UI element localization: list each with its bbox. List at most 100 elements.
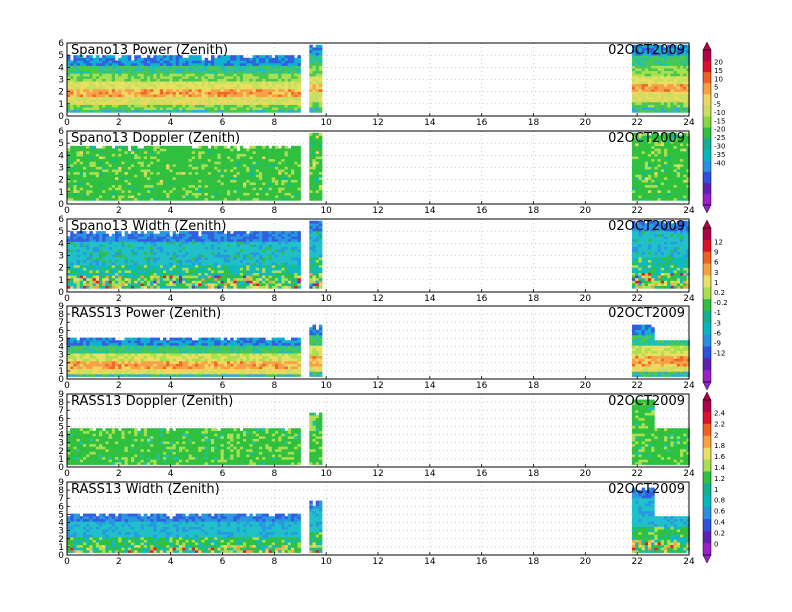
- heatmap-cell: [73, 177, 77, 180]
- heatmap-cell: [664, 68, 668, 72]
- heatmap-cell: [651, 184, 655, 188]
- x-tick-label: 22: [631, 206, 642, 216]
- heatmap-cell: [220, 86, 225, 90]
- heatmap-cell: [147, 76, 151, 79]
- heatmap-cell: [278, 156, 282, 160]
- heatmap-cell: [102, 83, 106, 87]
- heatmap-cell: [191, 182, 196, 186]
- heatmap-cell: [243, 104, 247, 108]
- heatmap-cell: [297, 83, 301, 87]
- heatmap-cell: [651, 55, 655, 59]
- heatmap-cell: [632, 169, 636, 173]
- heatmap-cell: [680, 138, 684, 141]
- heatmap-cell: [680, 182, 684, 186]
- heatmap-cell: [309, 55, 313, 59]
- heatmap-cell: [644, 81, 649, 85]
- heatmap-cell: [134, 270, 138, 273]
- heatmap-cell: [105, 76, 109, 79]
- heatmap-cell: [92, 283, 97, 286]
- heatmap-cell: [680, 60, 684, 64]
- heatmap-cell: [198, 60, 202, 64]
- heatmap-cell: [175, 179, 180, 183]
- heatmap-cell: [217, 182, 221, 186]
- heatmap-cell: [651, 192, 655, 196]
- heatmap-cell: [111, 187, 116, 191]
- heatmap-cell: [217, 179, 221, 183]
- heatmap-cell: [92, 161, 97, 165]
- heatmap-cell: [124, 63, 129, 66]
- heatmap-cell: [239, 177, 244, 180]
- heatmap-cell: [259, 81, 263, 85]
- heatmap-cell: [99, 99, 103, 103]
- heatmap-cell: [76, 94, 81, 98]
- heatmap-cell: [76, 257, 81, 260]
- heatmap-cell: [262, 145, 266, 149]
- heatmap-cell: [92, 246, 97, 250]
- heatmap-cell: [246, 86, 250, 90]
- heatmap-cell: [660, 73, 665, 77]
- heatmap-cell: [673, 68, 678, 72]
- heatmap-cell: [638, 99, 642, 103]
- heatmap-cell: [172, 184, 177, 188]
- heatmap-cell: [73, 259, 77, 263]
- heatmap-cell: [86, 238, 90, 242]
- heatmap-cell: [315, 192, 320, 196]
- heatmap-cell: [76, 78, 81, 82]
- heatmap-cell: [660, 78, 665, 82]
- heatmap-cell: [95, 264, 100, 268]
- heatmap-cell: [309, 187, 313, 191]
- heatmap-cell: [76, 267, 81, 271]
- heatmap-cell: [660, 76, 665, 79]
- heatmap-cell: [657, 140, 662, 144]
- heatmap-cell: [638, 57, 642, 61]
- heatmap-cell: [207, 99, 212, 103]
- heatmap-cell: [147, 238, 151, 242]
- heatmap-cell: [214, 83, 218, 87]
- heatmap-cell: [191, 68, 196, 72]
- heatmap-cell: [134, 280, 138, 284]
- heatmap-cell: [220, 153, 225, 157]
- heatmap-cell: [95, 174, 100, 178]
- heatmap-cell: [670, 52, 674, 56]
- heatmap-cell: [137, 179, 141, 183]
- heatmap-cell: [172, 190, 177, 193]
- heatmap-cell: [115, 177, 119, 180]
- heatmap-cell: [191, 99, 196, 103]
- heatmap-cell: [309, 68, 313, 72]
- heatmap-cell: [635, 63, 639, 66]
- heatmap-cell: [664, 197, 668, 201]
- heatmap-cell: [312, 65, 316, 69]
- heatmap-cell: [271, 107, 276, 111]
- heatmap-cell: [686, 107, 690, 111]
- heatmap-cell: [67, 254, 71, 258]
- heatmap-cell: [294, 148, 298, 152]
- heatmap-cell: [124, 104, 129, 108]
- heatmap-cell: [108, 254, 113, 258]
- heatmap-cell: [111, 174, 116, 178]
- heatmap-cell: [67, 83, 71, 87]
- heatmap-cell: [124, 65, 129, 69]
- heatmap-cell: [115, 285, 119, 289]
- heatmap-cell: [105, 70, 109, 74]
- heatmap-cell: [140, 83, 145, 87]
- heatmap-cell: [252, 187, 257, 191]
- heatmap-cell: [83, 249, 87, 253]
- heatmap-cell: [648, 50, 652, 53]
- heatmap-cell: [99, 57, 103, 61]
- heatmap-cell: [651, 182, 655, 186]
- heatmap-cell: [275, 190, 279, 193]
- heatmap-cell: [83, 275, 87, 279]
- heatmap-cell: [73, 102, 77, 105]
- heatmap-cell: [217, 195, 221, 199]
- heatmap-cell: [115, 76, 119, 79]
- heatmap-cell: [673, 151, 678, 154]
- heatmap-cell: [79, 57, 84, 61]
- heatmap-cell: [70, 272, 74, 276]
- heatmap-cell: [686, 109, 690, 113]
- heatmap-cell: [686, 73, 690, 77]
- heatmap-cell: [223, 151, 228, 154]
- heatmap-cell: [79, 264, 84, 268]
- heatmap-cell: [236, 195, 241, 199]
- heatmap-cell: [230, 153, 234, 157]
- heatmap-cell: [182, 65, 186, 69]
